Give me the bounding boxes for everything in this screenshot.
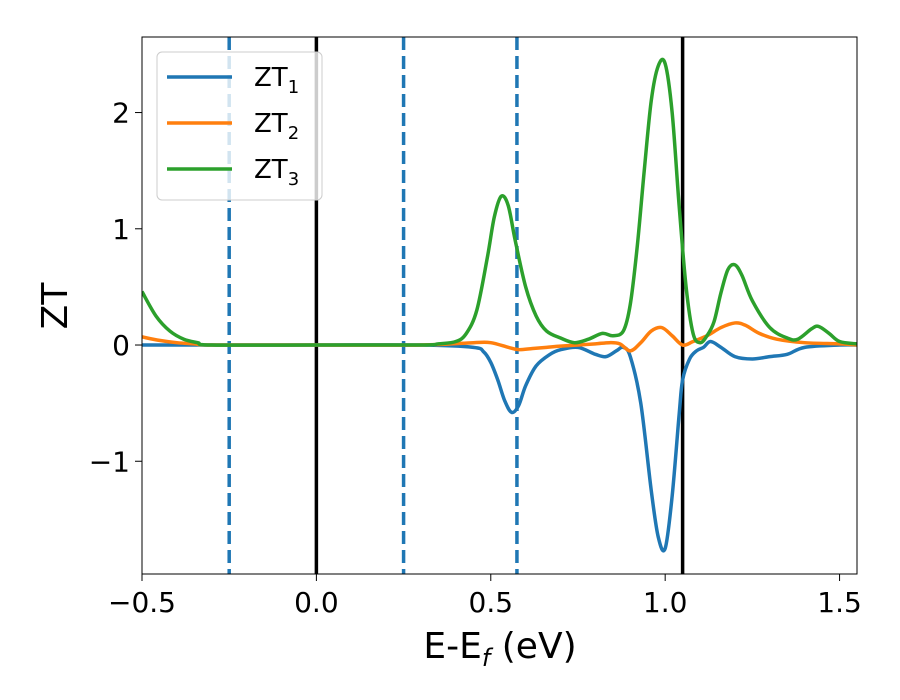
x-tick-label: 0.0 <box>294 586 339 619</box>
legend: ZT1 ZT2 ZT3 <box>156 51 323 201</box>
y-tick-label: −1 <box>89 445 130 478</box>
legend-label-3: ZT3 <box>254 155 299 190</box>
series-lines <box>142 57 857 553</box>
series-line-1 <box>142 339 857 553</box>
legend-label-2: ZT2 <box>254 109 299 144</box>
series-line-3 <box>142 57 857 347</box>
x-tick-label: 0.5 <box>469 586 514 619</box>
y-axis-label: ZT <box>35 282 76 330</box>
x-tick-label: 1.0 <box>643 586 688 619</box>
legend-box <box>156 51 323 201</box>
x-tick-label: 1.5 <box>817 586 862 619</box>
y-axis: −1 0 1 2 <box>89 97 142 478</box>
x-tick-label: −0.5 <box>108 586 176 619</box>
x-axis-label-unit: (eV) <box>490 626 576 667</box>
y-tick-label: 0 <box>112 329 130 362</box>
x-axis-label-main: E-E <box>423 626 481 667</box>
y-tick-label: 1 <box>112 213 130 246</box>
legend-label-1: ZT1 <box>254 63 299 98</box>
y-tick-label: 2 <box>112 97 130 130</box>
plot-area-frame <box>141 36 858 575</box>
x-axis: −0.5 0.0 0.5 1.0 1.5 <box>108 574 862 619</box>
x-axis-label: E-Ef (eV) <box>423 626 576 672</box>
